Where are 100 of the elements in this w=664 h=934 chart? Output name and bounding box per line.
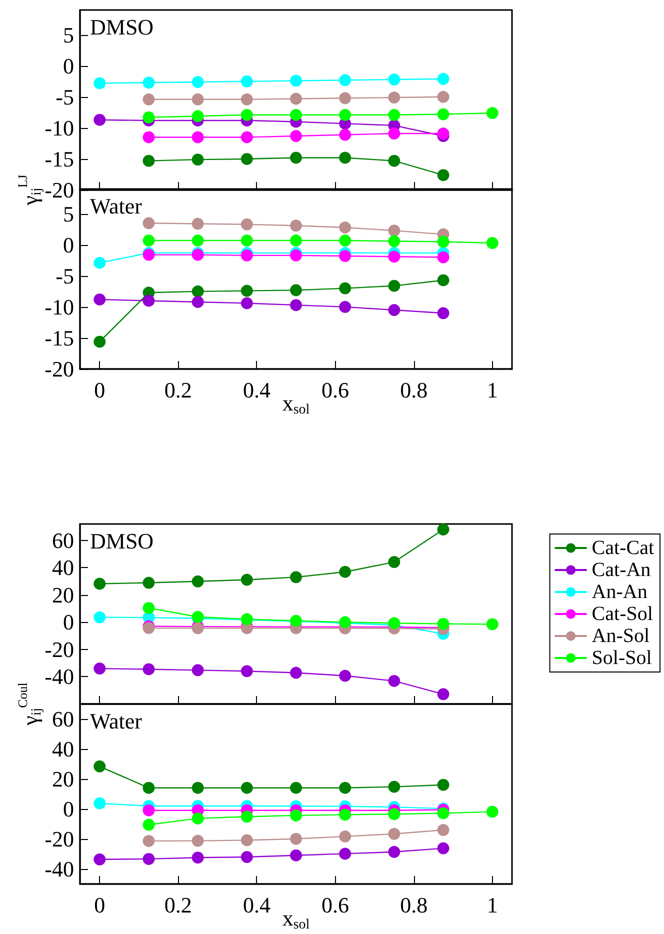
point — [437, 778, 450, 791]
point — [94, 77, 106, 90]
point — [142, 131, 155, 144]
x-tick-label: 0 — [94, 892, 106, 918]
point — [339, 221, 352, 234]
point — [388, 74, 400, 86]
point — [486, 806, 498, 818]
y-axis-title: γijCoul — [15, 682, 44, 726]
point — [388, 304, 400, 316]
point — [437, 90, 450, 103]
legend-label: Cat-An — [592, 559, 651, 581]
point — [388, 92, 400, 104]
point — [142, 234, 155, 247]
point — [437, 236, 450, 248]
point — [240, 218, 253, 230]
point — [240, 574, 253, 586]
point — [192, 782, 204, 794]
point — [142, 852, 155, 865]
point — [240, 782, 253, 794]
y-tick-label: 60 — [52, 528, 74, 553]
point — [437, 523, 450, 536]
legend-label: Cat-Sol — [592, 603, 654, 625]
legend-label: Cat-Cat — [592, 537, 654, 559]
point — [339, 92, 352, 104]
y-tick-label: 20 — [52, 766, 74, 792]
point — [240, 851, 253, 863]
point — [388, 154, 400, 167]
point — [192, 664, 204, 676]
point — [290, 152, 302, 164]
point — [142, 76, 155, 89]
point — [290, 666, 302, 679]
point — [388, 108, 400, 121]
point — [142, 111, 155, 124]
y-tick-label: -10 — [44, 294, 74, 320]
x-tick-label: 0.6 — [322, 892, 350, 918]
point — [192, 834, 204, 847]
y-tick-label: 60 — [52, 706, 74, 732]
y-tick-label: -5 — [56, 263, 74, 288]
point — [240, 284, 253, 297]
point — [339, 250, 352, 262]
annotation: Water — [90, 194, 143, 218]
point — [388, 250, 400, 263]
y-tick-label: 40 — [52, 555, 74, 580]
point — [290, 571, 302, 584]
y-tick-label: -20 — [44, 178, 74, 202]
point — [437, 307, 450, 320]
annotation: DMSO — [90, 14, 154, 40]
point — [437, 169, 450, 182]
point — [94, 256, 106, 269]
point — [339, 830, 352, 842]
point — [290, 74, 302, 87]
point — [94, 797, 106, 810]
point — [240, 234, 253, 247]
point — [388, 128, 400, 140]
point — [142, 804, 155, 816]
point — [142, 782, 155, 794]
point — [290, 220, 302, 232]
point — [290, 249, 302, 262]
point — [240, 131, 253, 144]
point — [437, 824, 450, 836]
y-tick-label: 0 — [63, 232, 74, 258]
y-tick-label: -40 — [44, 856, 74, 882]
x-tick-label: 0.8 — [400, 378, 428, 402]
y-tick-label: -15 — [44, 325, 74, 350]
point — [240, 834, 253, 846]
y-axis-title: γijLJ — [15, 174, 44, 206]
point — [486, 237, 498, 249]
point — [290, 108, 302, 121]
point — [142, 818, 155, 831]
point — [240, 75, 253, 88]
x-tick-label: 0.4 — [242, 892, 270, 918]
y-tick-label: 40 — [52, 736, 74, 762]
y-tick-label: 0 — [63, 610, 74, 635]
point — [290, 130, 302, 142]
legend-label: An-Sol — [592, 625, 650, 647]
point — [94, 578, 106, 590]
point — [142, 576, 155, 589]
point — [192, 812, 204, 824]
point — [339, 108, 352, 121]
point — [142, 602, 155, 614]
point — [339, 808, 352, 821]
point — [94, 114, 106, 126]
point — [388, 235, 400, 248]
point — [240, 108, 253, 121]
x-tick-label: 1 — [486, 892, 498, 918]
point — [192, 234, 204, 247]
point — [339, 74, 352, 86]
point — [388, 780, 400, 793]
point — [388, 846, 400, 858]
point — [290, 92, 302, 105]
x-tick-label: 1 — [486, 378, 498, 402]
point — [290, 809, 302, 822]
point — [437, 251, 450, 264]
point — [437, 108, 450, 120]
point — [290, 832, 302, 845]
legend-label: An-An — [592, 581, 648, 603]
point — [94, 760, 106, 772]
point — [437, 688, 450, 700]
point — [192, 575, 204, 588]
point — [290, 782, 302, 794]
